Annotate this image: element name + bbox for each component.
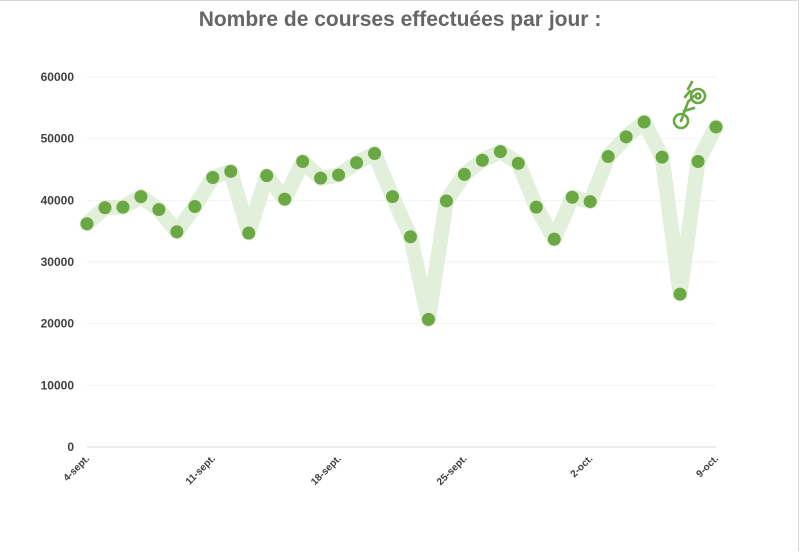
data-point (709, 120, 723, 134)
data-point (565, 190, 579, 204)
data-point (170, 225, 184, 239)
data-point (260, 169, 274, 183)
data-point (332, 168, 346, 182)
x-tick-label: 9-oct. (694, 453, 721, 480)
data-point (511, 156, 525, 170)
data-point (134, 190, 148, 204)
data-point (493, 145, 507, 159)
chart-title: Nombre de courses effectuées par jour : (198, 8, 602, 31)
data-point (601, 150, 615, 164)
x-tick-label: 25-sept. (435, 453, 470, 488)
data-point (98, 201, 112, 215)
data-point (152, 203, 166, 217)
x-tick-label: 4-sept. (62, 453, 93, 484)
y-tick-label: 10000 (41, 378, 75, 392)
y-tick-label: 40000 (41, 193, 75, 207)
x-tick-label: 11-sept. (184, 453, 218, 487)
data-point (547, 232, 561, 246)
x-axis: 4-sept. 11-sept. 18-sept. 25-sept. 2-oct. 9-o… (62, 453, 722, 488)
series-line (79, 114, 724, 327)
data-point (583, 195, 597, 209)
data-point (296, 154, 310, 168)
data-point (457, 167, 471, 181)
bicycle-icon (672, 80, 707, 130)
x-tick-label: 2-oct. (569, 453, 596, 480)
data-point (673, 287, 687, 301)
data-point (619, 130, 633, 144)
data-point (350, 156, 364, 170)
y-axis: 0 10000 20000 30000 40000 50000 60000 (41, 70, 75, 454)
data-point (637, 115, 651, 129)
data-point (439, 194, 453, 208)
x-tick-label: 18-sept. (309, 453, 344, 488)
data-point (206, 171, 220, 185)
grid-lines (87, 76, 716, 448)
data-point (421, 312, 435, 326)
data-point (224, 164, 238, 178)
y-tick-label: 60000 (41, 70, 75, 84)
data-point (691, 154, 705, 168)
data-point (80, 217, 94, 231)
y-tick-label: 50000 (41, 132, 75, 146)
y-tick-label: 20000 (41, 317, 75, 331)
data-point (188, 200, 202, 213)
data-point (242, 226, 256, 240)
data-points (80, 115, 723, 326)
data-point (403, 230, 417, 244)
data-point (278, 192, 292, 206)
y-tick-label: 30000 (41, 255, 75, 269)
data-point (116, 200, 130, 214)
data-point (529, 200, 543, 214)
data-point (475, 153, 489, 167)
data-point (655, 150, 669, 164)
data-point (314, 171, 328, 185)
data-point (368, 146, 382, 160)
data-point (386, 190, 400, 204)
y-tick-label: 0 (67, 440, 74, 454)
